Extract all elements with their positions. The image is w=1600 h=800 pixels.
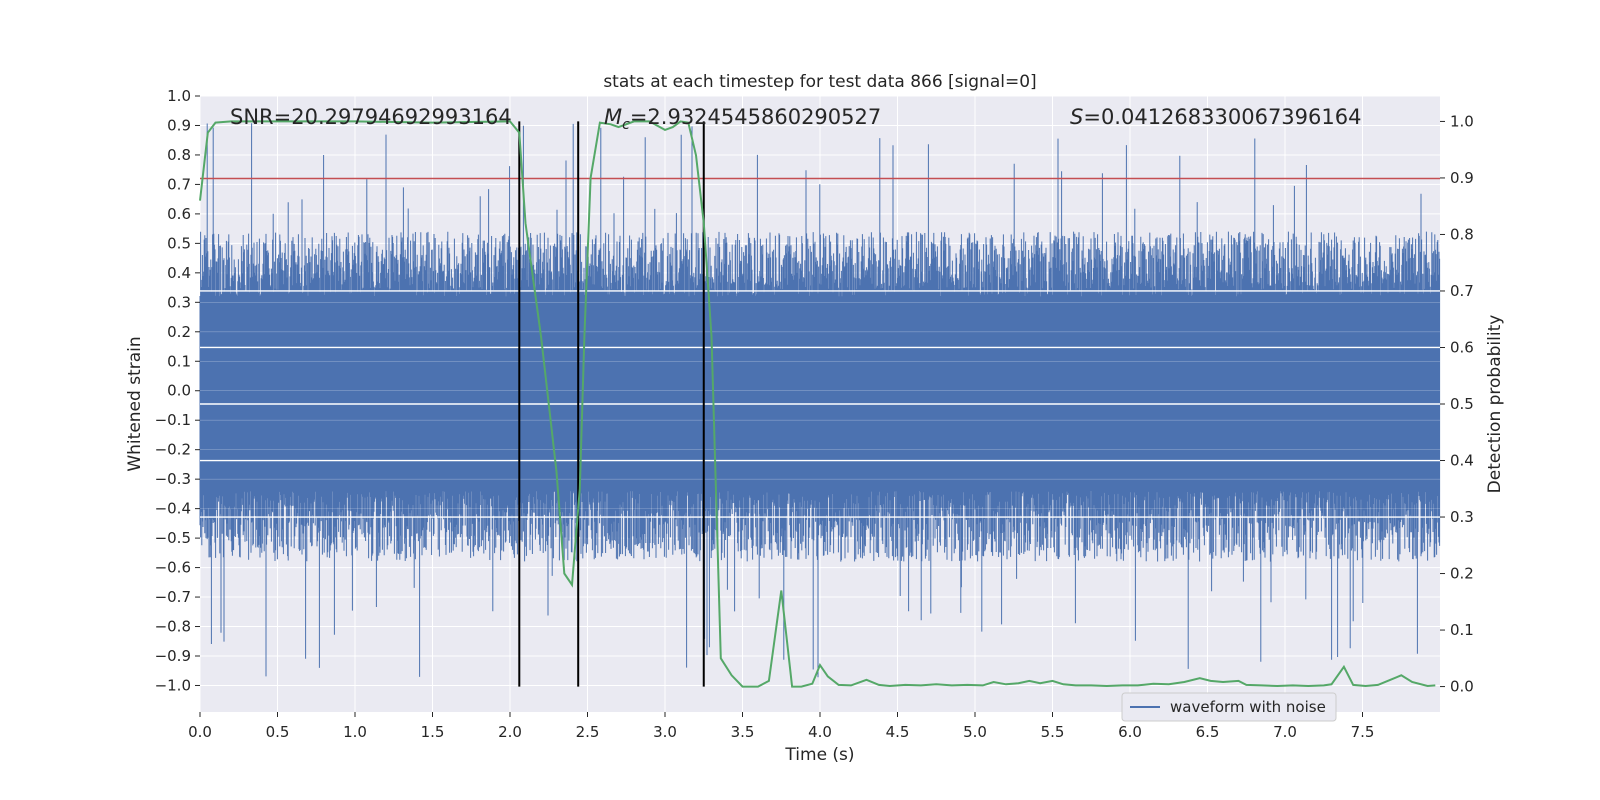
y2-axis-label: Detection probability bbox=[1485, 315, 1505, 494]
y2-tick-label: 0.3 bbox=[1450, 508, 1474, 526]
y2-tick-label: 0.9 bbox=[1450, 169, 1474, 187]
legend-label: waveform with noise bbox=[1170, 698, 1326, 716]
y-tick-label: 0.1 bbox=[167, 352, 191, 370]
y-tick-label: 0.7 bbox=[167, 175, 191, 193]
x-tick-label: 3.0 bbox=[653, 723, 677, 741]
y-tick-label: 0.9 bbox=[167, 116, 191, 134]
s-value: =0.041268330067396164 bbox=[1083, 105, 1361, 129]
x-axis-label: Time (s) bbox=[784, 745, 854, 765]
y-tick-label: −0.4 bbox=[155, 500, 191, 518]
y-tick-label: −0.9 bbox=[155, 647, 191, 665]
y-tick-label: 0.8 bbox=[167, 146, 191, 164]
y-tick-label: −0.7 bbox=[155, 588, 191, 606]
chirp-mass-symbol: M bbox=[604, 105, 622, 129]
y-tick-label: −0.6 bbox=[155, 559, 191, 577]
x-tick-label: 5.5 bbox=[1041, 723, 1065, 741]
y-tick-label: −0.5 bbox=[155, 529, 191, 547]
y2-tick-label: 0.2 bbox=[1450, 565, 1474, 583]
y-tick-label: 0.2 bbox=[167, 323, 191, 341]
y-tick-label: 0.6 bbox=[167, 205, 191, 223]
y-tick-label: −0.8 bbox=[155, 618, 191, 636]
tick-labels: 0.0 0.5 1.0 1.5 2.0 2.5 3.0 3.5 4.0 4.5 5.0 5.5 6.0 6… bbox=[155, 87, 1474, 741]
x-tick-label: 1.0 bbox=[343, 723, 367, 741]
x-tick-label: 2.0 bbox=[498, 723, 522, 741]
x-tick-label: 4.5 bbox=[886, 723, 910, 741]
x-tick-label: 6.0 bbox=[1118, 723, 1142, 741]
x-tick-label: 7.0 bbox=[1273, 723, 1297, 741]
x-tick-label: 5.0 bbox=[963, 723, 987, 741]
x-tick-label: 0.5 bbox=[266, 723, 290, 741]
y2-tick-label: 0.0 bbox=[1450, 678, 1474, 696]
y-tick-label: 1.0 bbox=[167, 87, 191, 105]
y-tick-label: 0.3 bbox=[167, 293, 191, 311]
y-axis-label: Whitened strain bbox=[125, 336, 145, 471]
chirp-mass-value: =2.9324545860290527 bbox=[630, 105, 881, 129]
x-tick-label: 2.5 bbox=[576, 723, 600, 741]
y-tick-label: −0.1 bbox=[155, 411, 191, 429]
y-tick-label: 0.4 bbox=[167, 264, 191, 282]
y-tick-label: 0.0 bbox=[167, 382, 191, 400]
legend: waveform with noise bbox=[1121, 692, 1337, 722]
x-tick-label: 6.5 bbox=[1196, 723, 1220, 741]
legend-box bbox=[1121, 692, 1337, 722]
y2-tick-label: 1.0 bbox=[1450, 112, 1474, 130]
y-tick-label: −1.0 bbox=[155, 676, 191, 694]
chirp-mass-annotation: Mc=2.9324545860290527 bbox=[604, 105, 881, 133]
y2-tick-label: 0.7 bbox=[1450, 282, 1474, 300]
y2-tick-label: 0.5 bbox=[1450, 395, 1474, 413]
x-tick-label: 3.5 bbox=[731, 723, 755, 741]
y-tick-label: 0.5 bbox=[167, 234, 191, 252]
chart-title: stats at each timestep for test data 866… bbox=[603, 72, 1036, 92]
detection-probability-line bbox=[199, 120, 1436, 688]
y2-tick-label: 0.8 bbox=[1450, 225, 1474, 243]
x-tick-label: 1.5 bbox=[421, 723, 445, 741]
x-tick-label: 0.0 bbox=[188, 723, 212, 741]
waveform-series bbox=[199, 123, 1441, 678]
y2-tick-label: 0.1 bbox=[1450, 621, 1474, 639]
s-annotation: S=0.041268330067396164 bbox=[1070, 105, 1361, 129]
y2-tick-label: 0.6 bbox=[1450, 338, 1474, 356]
y-tick-label: −0.3 bbox=[155, 470, 191, 488]
y2-tick-label: 0.4 bbox=[1450, 452, 1474, 470]
y-tick-label: −0.2 bbox=[155, 441, 191, 459]
x-tick-label: 4.0 bbox=[808, 723, 832, 741]
s-symbol: S bbox=[1070, 105, 1083, 129]
x-tick-label: 7.5 bbox=[1351, 723, 1375, 741]
chirp-mass-subscript: c bbox=[622, 117, 630, 133]
snr-annotation: SNR=20.29794692993164 bbox=[230, 105, 512, 129]
